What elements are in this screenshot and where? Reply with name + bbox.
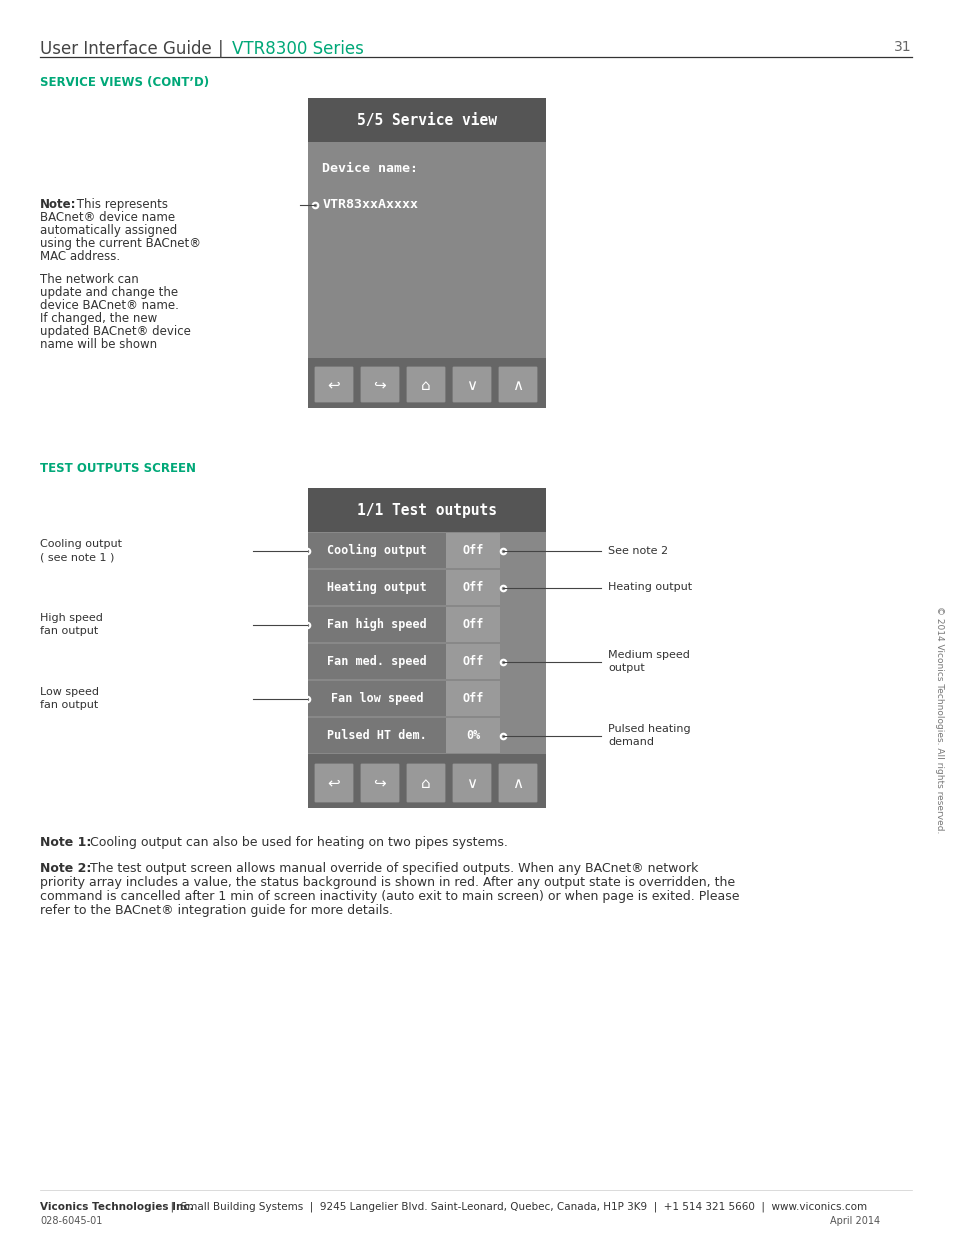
Bar bbox=[308, 755, 545, 808]
Text: BACnet® device name: BACnet® device name bbox=[40, 211, 175, 224]
Text: Low speed
fan output: Low speed fan output bbox=[40, 687, 99, 710]
Bar bbox=[499, 680, 545, 716]
Bar bbox=[308, 532, 545, 755]
Text: Note:: Note: bbox=[40, 198, 76, 211]
Text: Off: Off bbox=[462, 618, 483, 631]
Text: |: | bbox=[218, 40, 229, 58]
Text: automatically assigned: automatically assigned bbox=[40, 224, 177, 237]
Text: ↩: ↩ bbox=[327, 378, 340, 393]
FancyBboxPatch shape bbox=[360, 763, 399, 803]
Bar bbox=[308, 643, 446, 679]
Text: 0%: 0% bbox=[465, 729, 479, 742]
Text: ∨: ∨ bbox=[466, 378, 477, 393]
Text: User Interface Guide: User Interface Guide bbox=[40, 40, 216, 58]
Bar bbox=[499, 643, 545, 679]
Text: Note 2:: Note 2: bbox=[40, 862, 91, 876]
FancyBboxPatch shape bbox=[360, 367, 399, 403]
Bar bbox=[308, 358, 545, 408]
Bar bbox=[308, 98, 545, 142]
Text: VTR8300 Series: VTR8300 Series bbox=[232, 40, 363, 58]
Text: Fan med. speed: Fan med. speed bbox=[327, 655, 426, 668]
Bar bbox=[308, 534, 446, 568]
Text: updated BACnet® device: updated BACnet® device bbox=[40, 325, 191, 338]
FancyBboxPatch shape bbox=[314, 763, 354, 803]
Text: command is cancelled after 1 min of screen inactivity (auto exit to main screen): command is cancelled after 1 min of scre… bbox=[40, 890, 739, 903]
FancyBboxPatch shape bbox=[452, 763, 491, 803]
Text: Device name:: Device name: bbox=[322, 162, 417, 175]
Text: SERVICE VIEWS (CONT’D): SERVICE VIEWS (CONT’D) bbox=[40, 77, 209, 89]
Text: 028-6045-01: 028-6045-01 bbox=[40, 1216, 102, 1226]
FancyBboxPatch shape bbox=[498, 367, 537, 403]
Text: ↪: ↪ bbox=[374, 378, 386, 393]
Bar bbox=[499, 606, 545, 642]
Text: This represents: This represents bbox=[73, 198, 168, 211]
Bar bbox=[499, 534, 545, 568]
Text: TEST OUTPUTS SCREEN: TEST OUTPUTS SCREEN bbox=[40, 462, 195, 475]
Text: The test output screen allows manual override of specified outputs. When any BAC: The test output screen allows manual ove… bbox=[86, 862, 698, 876]
Text: Pulsed heating
demand: Pulsed heating demand bbox=[607, 724, 690, 747]
Bar bbox=[446, 571, 499, 605]
Bar bbox=[308, 680, 446, 716]
Bar bbox=[446, 718, 499, 753]
Text: Medium speed
output: Medium speed output bbox=[607, 650, 689, 673]
Text: ∨: ∨ bbox=[466, 776, 477, 790]
Text: ⌂: ⌂ bbox=[420, 378, 431, 393]
Text: ↩: ↩ bbox=[327, 776, 340, 790]
Bar bbox=[446, 680, 499, 716]
Text: MAC address.: MAC address. bbox=[40, 249, 120, 263]
Bar bbox=[446, 606, 499, 642]
Text: Fan low speed: Fan low speed bbox=[331, 692, 423, 705]
FancyBboxPatch shape bbox=[406, 367, 445, 403]
Text: ∧: ∧ bbox=[512, 776, 523, 790]
Text: device BACnet® name.: device BACnet® name. bbox=[40, 299, 179, 312]
FancyBboxPatch shape bbox=[498, 763, 537, 803]
Text: © 2014 Viconics Technologies. All rights reserved.: © 2014 Viconics Technologies. All rights… bbox=[935, 606, 943, 834]
Text: Off: Off bbox=[462, 580, 483, 594]
FancyBboxPatch shape bbox=[406, 763, 445, 803]
Bar bbox=[446, 643, 499, 679]
Text: Off: Off bbox=[462, 543, 483, 557]
Text: The network can: The network can bbox=[40, 273, 138, 287]
Text: High speed
fan output: High speed fan output bbox=[40, 613, 103, 636]
Bar bbox=[499, 718, 545, 753]
Text: update and change the: update and change the bbox=[40, 287, 178, 299]
Text: April 2014: April 2014 bbox=[829, 1216, 879, 1226]
Text: Heating output: Heating output bbox=[327, 580, 426, 594]
Text: priority array includes a value, the status background is shown in red. After an: priority array includes a value, the sta… bbox=[40, 876, 735, 889]
FancyBboxPatch shape bbox=[314, 367, 354, 403]
Text: name will be shown: name will be shown bbox=[40, 338, 157, 351]
Bar bbox=[308, 571, 446, 605]
Text: Pulsed HT dem.: Pulsed HT dem. bbox=[327, 729, 426, 742]
Bar bbox=[308, 718, 446, 753]
Text: VTR83xxAxxxx: VTR83xxAxxxx bbox=[323, 198, 418, 211]
Text: Off: Off bbox=[462, 655, 483, 668]
Text: Cooling output: Cooling output bbox=[327, 543, 426, 557]
Text: using the current BACnet®: using the current BACnet® bbox=[40, 237, 201, 249]
Text: ⌂: ⌂ bbox=[420, 776, 431, 790]
Text: Heating output: Heating output bbox=[607, 583, 691, 593]
Text: If changed, the new: If changed, the new bbox=[40, 312, 157, 325]
Bar bbox=[499, 571, 545, 605]
Text: ∧: ∧ bbox=[512, 378, 523, 393]
Text: Cooling output
( see note 1 ): Cooling output ( see note 1 ) bbox=[40, 538, 122, 562]
Bar bbox=[308, 606, 446, 642]
Bar bbox=[308, 142, 545, 358]
Text: 5/5 Service view: 5/5 Service view bbox=[356, 112, 497, 127]
FancyBboxPatch shape bbox=[452, 367, 491, 403]
Text: Fan high speed: Fan high speed bbox=[327, 618, 426, 631]
Text: See note 2: See note 2 bbox=[607, 546, 667, 556]
Text: Cooling output can also be used for heating on two pipes systems.: Cooling output can also be used for heat… bbox=[86, 836, 507, 848]
Text: 31: 31 bbox=[893, 40, 911, 54]
Text: Note 1:: Note 1: bbox=[40, 836, 91, 848]
Text: ↪: ↪ bbox=[374, 776, 386, 790]
Text: |  Small Building Systems  |  9245 Langelier Blvd. Saint-Leonard, Quebec, Canada: | Small Building Systems | 9245 Langelie… bbox=[164, 1202, 866, 1213]
Text: refer to the BACnet® integration guide for more details.: refer to the BACnet® integration guide f… bbox=[40, 904, 393, 918]
Text: Viconics Technologies Inc.: Viconics Technologies Inc. bbox=[40, 1202, 193, 1212]
Text: Off: Off bbox=[462, 692, 483, 705]
Bar bbox=[308, 488, 545, 532]
Bar bbox=[446, 534, 499, 568]
Text: 1/1 Test outputs: 1/1 Test outputs bbox=[356, 503, 497, 517]
